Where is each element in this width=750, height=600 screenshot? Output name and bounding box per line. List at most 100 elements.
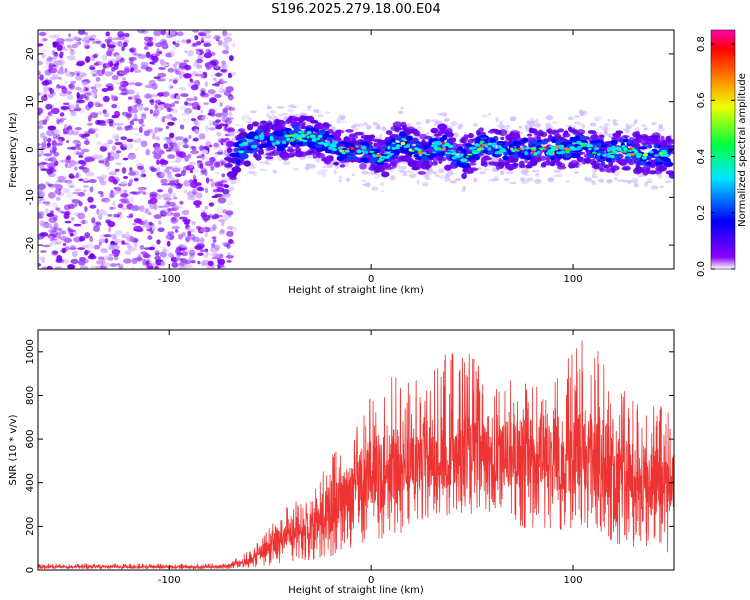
noise-blob [197, 227, 205, 234]
noise-blob [38, 199, 42, 204]
core-blob [307, 142, 316, 146]
halo-blob [361, 123, 369, 126]
noise-blob [104, 71, 114, 76]
hot-blob [250, 144, 258, 149]
halo-blob [366, 124, 372, 130]
noise-blob [74, 166, 78, 171]
core-blob [654, 161, 664, 166]
band-blob [529, 128, 538, 134]
noise-blob [46, 31, 50, 36]
core-blob [346, 154, 353, 161]
band-blob [224, 163, 233, 168]
noise-blob [88, 38, 95, 41]
noise-blob [129, 58, 134, 65]
noise-blob [156, 171, 165, 179]
noise-blob [161, 171, 168, 177]
noise-blob [105, 219, 112, 224]
core-blob [339, 153, 346, 158]
noise-blob [164, 235, 171, 242]
peak-blob [288, 134, 294, 137]
halo-blob [473, 177, 478, 183]
hot-blob [238, 150, 245, 154]
core-blob [526, 149, 533, 153]
y-tick-label: 800 [25, 386, 36, 405]
noise-blob [51, 202, 58, 208]
noise-blob [72, 159, 76, 163]
noise-blob [55, 138, 62, 142]
halo-blob [230, 179, 237, 185]
noise-blob [130, 170, 140, 176]
noise-blob [77, 147, 82, 151]
noise-blob [192, 137, 199, 142]
band-blob [226, 172, 234, 176]
noise-blob [172, 167, 181, 173]
halo-blob [390, 175, 396, 181]
noise-blob [160, 158, 166, 164]
noise-blob [192, 42, 197, 47]
band-blob [496, 162, 507, 167]
noise-blob [217, 40, 223, 46]
noise-blob [184, 107, 193, 115]
noise-blob [82, 167, 90, 174]
noise-blob [68, 185, 75, 188]
noise-blob [83, 140, 90, 146]
hot-blob [387, 145, 391, 150]
noise-blob [176, 141, 185, 146]
noise-blob [80, 148, 90, 153]
noise-blob [122, 77, 127, 81]
core-blob [653, 144, 659, 149]
noise-blob [75, 150, 80, 155]
halo-blob [272, 170, 279, 174]
noise-blob [56, 207, 61, 211]
noise-blob [83, 92, 92, 96]
noise-blob [183, 73, 192, 79]
noise-blob [174, 42, 180, 48]
noise-blob [111, 95, 119, 102]
halo-blob [426, 170, 434, 174]
core-blob [415, 142, 422, 147]
noise-blob [205, 177, 210, 184]
noise-blob [204, 205, 209, 210]
noise-blob [222, 49, 229, 55]
noise-blob [228, 106, 236, 112]
noise-blob [214, 94, 222, 98]
core-blob [360, 141, 369, 146]
noise-blob [215, 112, 224, 118]
noise-blob [178, 151, 187, 159]
halo-blob [495, 117, 499, 122]
noise-blob [79, 235, 86, 242]
noise-blob [137, 165, 144, 170]
noise-blob [174, 61, 181, 65]
noise-blob [52, 250, 59, 255]
noise-blob [85, 171, 95, 177]
halo-blob [498, 120, 504, 124]
core-blob [589, 140, 598, 144]
halo-blob [259, 168, 267, 171]
core-blob [422, 144, 427, 150]
core-blob [600, 161, 606, 167]
halo-blob [396, 165, 402, 170]
noise-blob [46, 265, 53, 269]
band-blob [372, 138, 382, 143]
noise-blob [74, 41, 79, 48]
noise-blob [127, 96, 133, 100]
halo-blob [664, 180, 672, 184]
noise-blob [141, 113, 147, 120]
noise-blob [194, 35, 199, 41]
band-blob [402, 126, 407, 131]
noise-blob [129, 217, 132, 220]
noise-blob [184, 155, 190, 162]
halo-blob [406, 170, 415, 173]
noise-blob [200, 37, 205, 43]
halo-blob [611, 119, 618, 122]
noise-blob [191, 146, 197, 151]
noise-blob [218, 160, 227, 163]
noise-blob [145, 148, 151, 156]
hot-blob [302, 139, 308, 142]
noise-blob [66, 94, 74, 101]
noise-blob [226, 200, 234, 206]
hot-blob [642, 156, 647, 160]
noise-blob [117, 40, 123, 47]
noise-blob [109, 194, 115, 199]
noise-blob [174, 229, 179, 233]
